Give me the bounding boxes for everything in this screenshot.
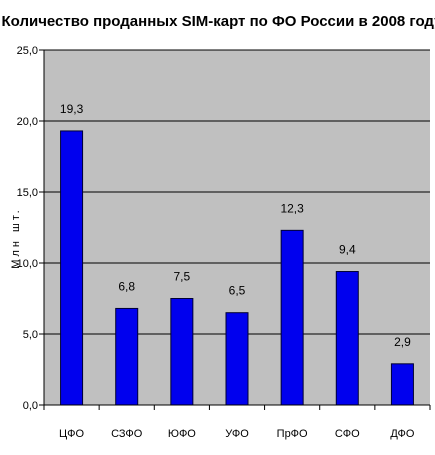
data-label: 6,5 <box>229 284 246 298</box>
data-label: 9,4 <box>339 243 356 257</box>
x-tick-label: ЮФО <box>168 428 196 440</box>
data-label: 2,9 <box>394 335 411 349</box>
data-label: 7,5 <box>174 270 191 284</box>
y-tick-label: 10,0 <box>17 258 38 270</box>
x-tick-label: ПрФО <box>277 428 308 440</box>
axes: 0,0 5,0 10,0 15,0 20,0 25,0 ЦФО СЗФО ЮФО УФО ПрФО С… <box>17 45 431 440</box>
y-axis-label: Млн шт. <box>10 207 22 268</box>
bar-4 <box>225 312 249 406</box>
x-tick-label: СЗФО <box>111 428 143 440</box>
x-tick-label: УФО <box>225 428 249 440</box>
x-tick-label: ЦФО <box>59 428 85 440</box>
x-tick-label: СФО <box>335 428 360 440</box>
bar-1 <box>60 130 84 406</box>
bar-6 <box>335 271 359 406</box>
bar-3 <box>170 298 194 406</box>
bar-2 <box>115 307 139 406</box>
y-tick-label: 15,0 <box>17 187 38 199</box>
bar-7 <box>390 363 414 406</box>
y-tick-label: 25,0 <box>17 45 38 57</box>
y-tick-label: 0,0 <box>23 400 38 412</box>
gridlines <box>44 49 430 335</box>
data-label: 12,3 <box>280 201 304 215</box>
data-label: 6,8 <box>118 279 135 293</box>
y-tick-label: 5,0 <box>23 329 38 341</box>
y-tick-label: 20,0 <box>17 116 38 128</box>
data-label: 19,3 <box>60 102 84 116</box>
bar-5 <box>280 229 304 406</box>
x-tick-label: ДФО <box>390 428 415 440</box>
bars: 19,3 6,8 7,5 6,5 12,3 9,4 2,9 <box>60 102 414 406</box>
chart-title: Количество проданных SIM-карт по ФО Росс… <box>2 13 435 30</box>
